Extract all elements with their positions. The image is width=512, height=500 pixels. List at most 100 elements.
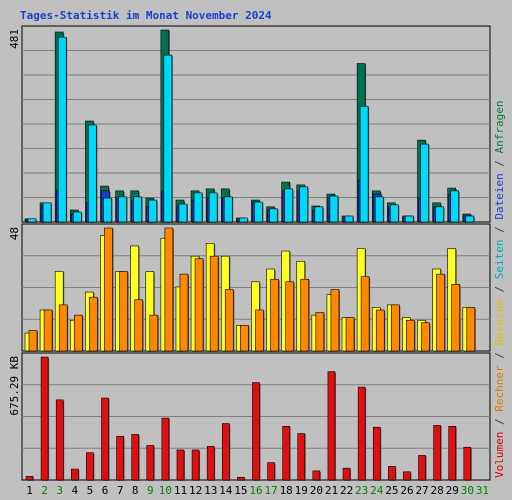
x-tick-label: 30	[461, 484, 474, 497]
volumen-bar	[342, 467, 351, 481]
seiten-bar	[299, 186, 309, 223]
x-tick-labels: 1 2 3 4 5 6 7 8 9 10 11 12 13 14 15 16 17 18 19 20 21 22 23 24 2…	[26, 484, 489, 497]
rechner-bar	[300, 278, 310, 352]
seiten-bar	[390, 204, 399, 223]
x-tick-label: 15	[234, 484, 247, 497]
seiten-bar	[118, 196, 127, 223]
rechner-bar	[149, 314, 159, 352]
rechner-bar	[104, 227, 113, 352]
rechner-bar	[164, 227, 174, 352]
volumen-bar	[176, 449, 185, 481]
volumen-bar	[70, 468, 79, 481]
rechner-bar	[285, 281, 294, 352]
x-tick-label: 23	[355, 484, 368, 497]
rechner-bar	[43, 309, 53, 352]
rechner-bar	[194, 258, 204, 352]
rechner-bar	[119, 271, 128, 352]
volumen-bar	[191, 449, 200, 481]
seiten-bar	[163, 54, 173, 223]
rechner-bar	[315, 312, 325, 352]
x-tick-label: 14	[219, 484, 233, 497]
seiten-bar	[359, 105, 369, 223]
legend-segment: Dateien	[493, 173, 506, 219]
x-tick-label: 11	[174, 484, 187, 497]
x-tick-label: 16	[249, 484, 262, 497]
seiten-bar	[193, 192, 203, 223]
visits-panel-ylabel: 48	[8, 227, 21, 240]
rechner-bar	[451, 284, 461, 352]
volumen-bar	[221, 423, 230, 481]
rechner-bar	[134, 299, 143, 352]
seiten-bar	[148, 199, 158, 223]
legend-segment: /	[493, 346, 506, 366]
rechner-bar	[360, 276, 370, 352]
rechner-bar	[73, 314, 83, 352]
rechner-bar	[270, 278, 279, 352]
right-legend: Volumen / Rechner / Besuche / Seiten / D…	[493, 100, 506, 478]
volume-panel-ylabel: 675.29 KB	[8, 356, 21, 416]
seiten-bar	[329, 195, 339, 223]
x-tick-label: 9	[147, 484, 154, 497]
x-tick-label: 12	[189, 484, 202, 497]
rechner-bar	[28, 330, 38, 352]
volumen-bar	[403, 471, 411, 481]
x-tick-label: 3	[56, 484, 63, 497]
x-tick-label: 4	[72, 484, 79, 497]
seiten-bar	[314, 206, 324, 223]
volumen-bar	[327, 371, 336, 481]
legend-segment: /	[493, 220, 506, 240]
legend-segment: Besuche	[493, 299, 506, 345]
rechner-bar	[255, 309, 264, 352]
seiten-bar	[178, 203, 188, 223]
rechner-bar	[436, 273, 445, 352]
volumen-bar	[372, 426, 381, 481]
volumen-bar	[388, 466, 396, 481]
legend-segment: Seiten	[493, 240, 506, 280]
volumen-bar	[101, 397, 109, 481]
seiten-bar	[420, 143, 429, 223]
x-tick-label: 27	[415, 484, 428, 497]
seiten-bar	[284, 188, 293, 223]
seiten-bar	[103, 197, 112, 223]
seiten-bar	[435, 206, 444, 223]
x-tick-label: 10	[159, 484, 172, 497]
volumen-bar	[433, 425, 441, 481]
legend-segment: /	[493, 279, 506, 299]
rechner-bar	[421, 322, 430, 352]
seiten-bar	[27, 218, 37, 223]
seiten-bar	[254, 201, 263, 223]
rechner-bar	[466, 307, 476, 352]
seiten-bar	[57, 36, 67, 223]
legend-segment: Volumen	[493, 432, 506, 478]
volumen-bar	[357, 386, 366, 481]
rechner-bar	[391, 304, 400, 352]
rechner-bar	[209, 255, 219, 352]
x-tick-label: 8	[132, 484, 139, 497]
legend-segment: Rechner	[493, 365, 506, 412]
x-tick-label: 18	[280, 484, 293, 497]
x-tick-label: 22	[340, 484, 353, 497]
rechner-bar	[89, 296, 98, 352]
rechner-bar	[179, 273, 189, 352]
seiten-bar	[465, 215, 475, 223]
x-tick-label: 13	[204, 484, 217, 497]
seiten-bar	[344, 215, 354, 223]
x-tick-label: 31	[476, 484, 489, 497]
volumen-bar	[206, 446, 215, 481]
requests-panel-ylabel: 481	[8, 29, 21, 49]
volumen-bar	[146, 445, 155, 481]
legend-segment: /	[493, 412, 506, 432]
volumen-bar	[25, 476, 34, 481]
seiten-bar	[208, 192, 218, 223]
x-tick-label: 5	[87, 484, 94, 497]
rechner-bar	[224, 289, 234, 352]
volumen-bar	[237, 476, 245, 481]
rechner-bar	[240, 325, 249, 352]
y-axis-labels: 481 48 675.29 KB	[8, 29, 21, 416]
x-tick-label: 26	[400, 484, 413, 497]
rechner-bar	[58, 304, 68, 352]
volumen-bar	[40, 356, 49, 481]
volumen-bar	[86, 452, 94, 481]
volumen-bar	[55, 399, 64, 481]
seiten-bar	[450, 190, 460, 223]
